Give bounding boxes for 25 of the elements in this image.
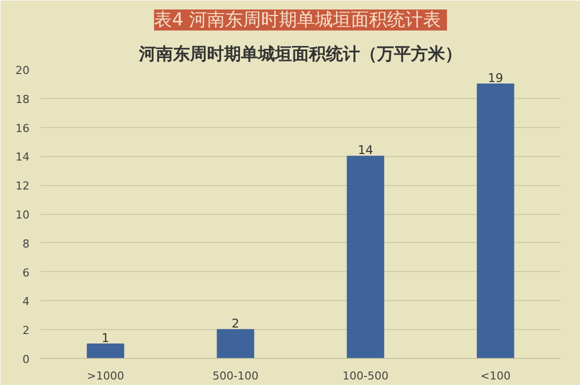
x-tick-label: <100 xyxy=(480,370,511,382)
y-tick-label: 10 xyxy=(16,208,30,222)
x-tick-label: 100-500 xyxy=(342,370,388,382)
chart-subtitle: 河南东周时期单城垣面积统计（万平方米） xyxy=(138,44,462,64)
y-tick-label: 18 xyxy=(16,92,30,106)
bar xyxy=(346,156,384,358)
x-tick-label: >1000 xyxy=(86,370,124,382)
chart-title: 表4 河南东周时期单城垣面积统计表 xyxy=(154,10,442,30)
x-tick-label: 500-100 xyxy=(212,370,258,382)
y-tick-label: 2 xyxy=(22,324,30,338)
y-tick-label: 6 xyxy=(22,266,30,280)
bar xyxy=(216,329,254,358)
y-tick-label: 12 xyxy=(16,180,30,193)
bar xyxy=(86,344,124,358)
y-tick-label: 16 xyxy=(16,122,30,135)
y-tick-label: 20 xyxy=(16,64,30,77)
y-tick-label: 0 xyxy=(22,353,30,366)
y-tick-label: 8 xyxy=(22,237,30,250)
data-label: 2 xyxy=(232,316,240,331)
y-tick-label: 14 xyxy=(16,150,30,164)
data-label: 1 xyxy=(102,331,110,346)
data-label: 14 xyxy=(358,143,374,158)
y-tick-label: 4 xyxy=(22,295,30,308)
data-label: 19 xyxy=(488,70,504,85)
bar xyxy=(476,83,514,358)
